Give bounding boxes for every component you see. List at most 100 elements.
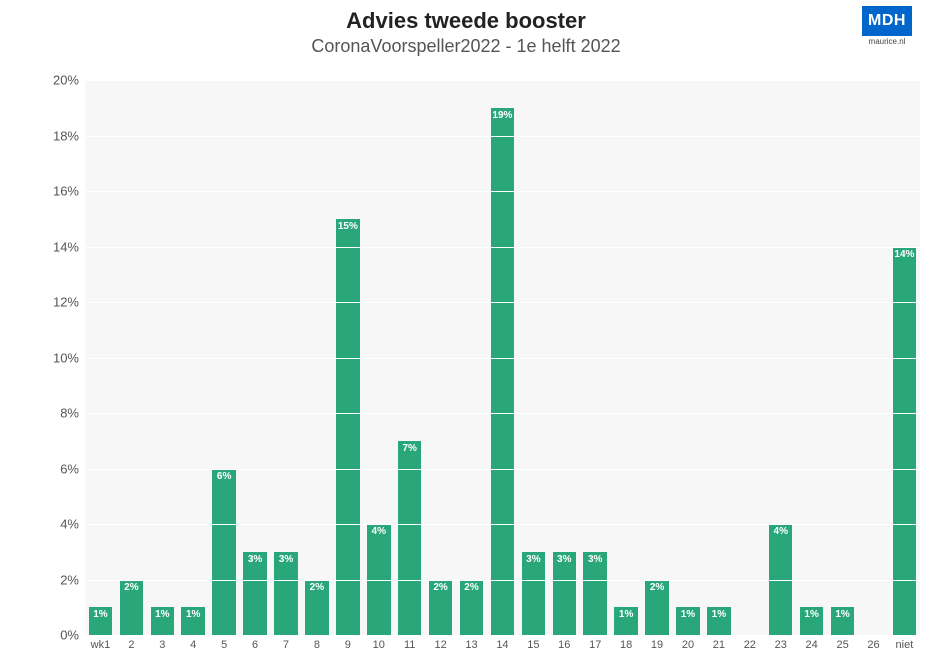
bar: 19% — [491, 108, 515, 635]
bar-value-label: 1% — [835, 609, 849, 620]
bar: 3% — [553, 552, 577, 635]
x-tick-label: 2 — [116, 639, 147, 651]
bar: 2% — [460, 580, 484, 636]
bar-value-label: 4% — [372, 526, 386, 537]
x-tick-label: 23 — [765, 639, 796, 651]
gridline — [85, 469, 920, 470]
y-tick-label: 12% — [53, 295, 85, 310]
bar-value-label: 3% — [557, 554, 571, 565]
bar-value-label: 4% — [774, 526, 788, 537]
bar-value-label: 3% — [588, 554, 602, 565]
gridline — [85, 358, 920, 359]
x-tick-label: 17 — [580, 639, 611, 651]
bar: 2% — [645, 580, 669, 636]
logo-subtext: maurice.nl — [862, 37, 912, 46]
y-tick-label: 20% — [53, 73, 85, 88]
bar: 3% — [243, 552, 267, 635]
x-tick-label: niet — [889, 639, 920, 651]
x-tick-label: 5 — [209, 639, 240, 651]
bar-value-label: 19% — [492, 110, 512, 121]
x-tick-label: 25 — [827, 639, 858, 651]
gridline — [85, 80, 920, 81]
bar: 3% — [274, 552, 298, 635]
bar: 1% — [676, 607, 700, 635]
bar-value-label: 7% — [402, 443, 416, 454]
bar: 1% — [800, 607, 824, 635]
x-tick-label: 10 — [363, 639, 394, 651]
y-tick-label: 2% — [60, 572, 85, 587]
bar-value-label: 1% — [804, 609, 818, 620]
gridline — [85, 247, 920, 248]
x-tick-label: 19 — [642, 639, 673, 651]
x-tick-label: 22 — [734, 639, 765, 651]
bar-value-label: 1% — [155, 609, 169, 620]
bar-value-label: 2% — [310, 582, 324, 593]
bar-value-label: 2% — [650, 582, 664, 593]
bar-value-label: 1% — [681, 609, 695, 620]
x-tick-label: 4 — [178, 639, 209, 651]
gridline — [85, 580, 920, 581]
bar-value-label: 1% — [619, 609, 633, 620]
bar-value-label: 3% — [526, 554, 540, 565]
y-tick-label: 4% — [60, 517, 85, 532]
logo-text: MDH — [862, 6, 912, 36]
x-tick-label: 20 — [673, 639, 704, 651]
plot-area: 1% 2% 1% 1% 6% 3% 3% 2% 15% 4% 7% 2% 2% 19% 3% 3% 3% 1% 2%… — [85, 80, 920, 635]
bar-value-label: 3% — [279, 554, 293, 565]
bar: 15% — [336, 219, 360, 635]
logo: MDH maurice.nl — [862, 6, 912, 46]
y-tick-label: 14% — [53, 239, 85, 254]
x-tick-label: 6 — [240, 639, 271, 651]
bar-value-label: 15% — [338, 221, 358, 232]
y-tick-label: 6% — [60, 461, 85, 476]
bar: 1% — [831, 607, 855, 635]
bar: 1% — [89, 607, 113, 635]
y-tick-label: 10% — [53, 350, 85, 365]
bar-value-label: 2% — [433, 582, 447, 593]
y-tick-label: 0% — [60, 628, 85, 643]
x-tick-label: 21 — [703, 639, 734, 651]
bar: 6% — [212, 469, 236, 636]
bar: 1% — [151, 607, 175, 635]
x-tick-label: 8 — [301, 639, 332, 651]
bar: 14% — [893, 247, 917, 636]
x-tick-label: 15 — [518, 639, 549, 651]
bar-value-label: 14% — [894, 249, 914, 260]
bar-value-label: 1% — [186, 609, 200, 620]
bar: 1% — [707, 607, 731, 635]
x-tick-label: 18 — [611, 639, 642, 651]
gridline — [85, 635, 920, 636]
x-tick-label: wk1 — [85, 639, 116, 651]
x-tick-label: 14 — [487, 639, 518, 651]
x-tick-label: 7 — [271, 639, 302, 651]
bar-value-label: 1% — [712, 609, 726, 620]
gridline — [85, 302, 920, 303]
x-tick-label: 24 — [796, 639, 827, 651]
y-tick-label: 18% — [53, 128, 85, 143]
bar-value-label: 6% — [217, 471, 231, 482]
gridline — [85, 136, 920, 137]
x-tick-label: 9 — [332, 639, 363, 651]
x-tick-label: 3 — [147, 639, 178, 651]
bar: 2% — [120, 580, 144, 636]
bar: 2% — [305, 580, 329, 636]
gridline — [85, 524, 920, 525]
bar-value-label: 1% — [93, 609, 107, 620]
gridline — [85, 413, 920, 414]
gridline — [85, 191, 920, 192]
bar: 3% — [522, 552, 546, 635]
chart: 1% 2% 1% 1% 6% 3% 3% 2% 15% 4% 7% 2% 2% 19% 3% 3% 3% 1% 2%… — [85, 80, 920, 635]
chart-subtitle: CoronaVoorspeller2022 - 1e helft 2022 — [0, 36, 932, 57]
bar-value-label: 2% — [124, 582, 138, 593]
x-axis-labels: wk12345678910111213141516171819202122232… — [85, 635, 920, 651]
bar: 1% — [614, 607, 638, 635]
x-tick-label: 26 — [858, 639, 889, 651]
x-tick-label: 11 — [394, 639, 425, 651]
x-tick-label: 16 — [549, 639, 580, 651]
bar-value-label: 2% — [464, 582, 478, 593]
chart-title: Advies tweede booster — [0, 8, 932, 34]
bar-value-label: 3% — [248, 554, 262, 565]
y-tick-label: 8% — [60, 406, 85, 421]
bar: 2% — [429, 580, 453, 636]
chart-header: Advies tweede booster CoronaVoorspeller2… — [0, 0, 932, 57]
